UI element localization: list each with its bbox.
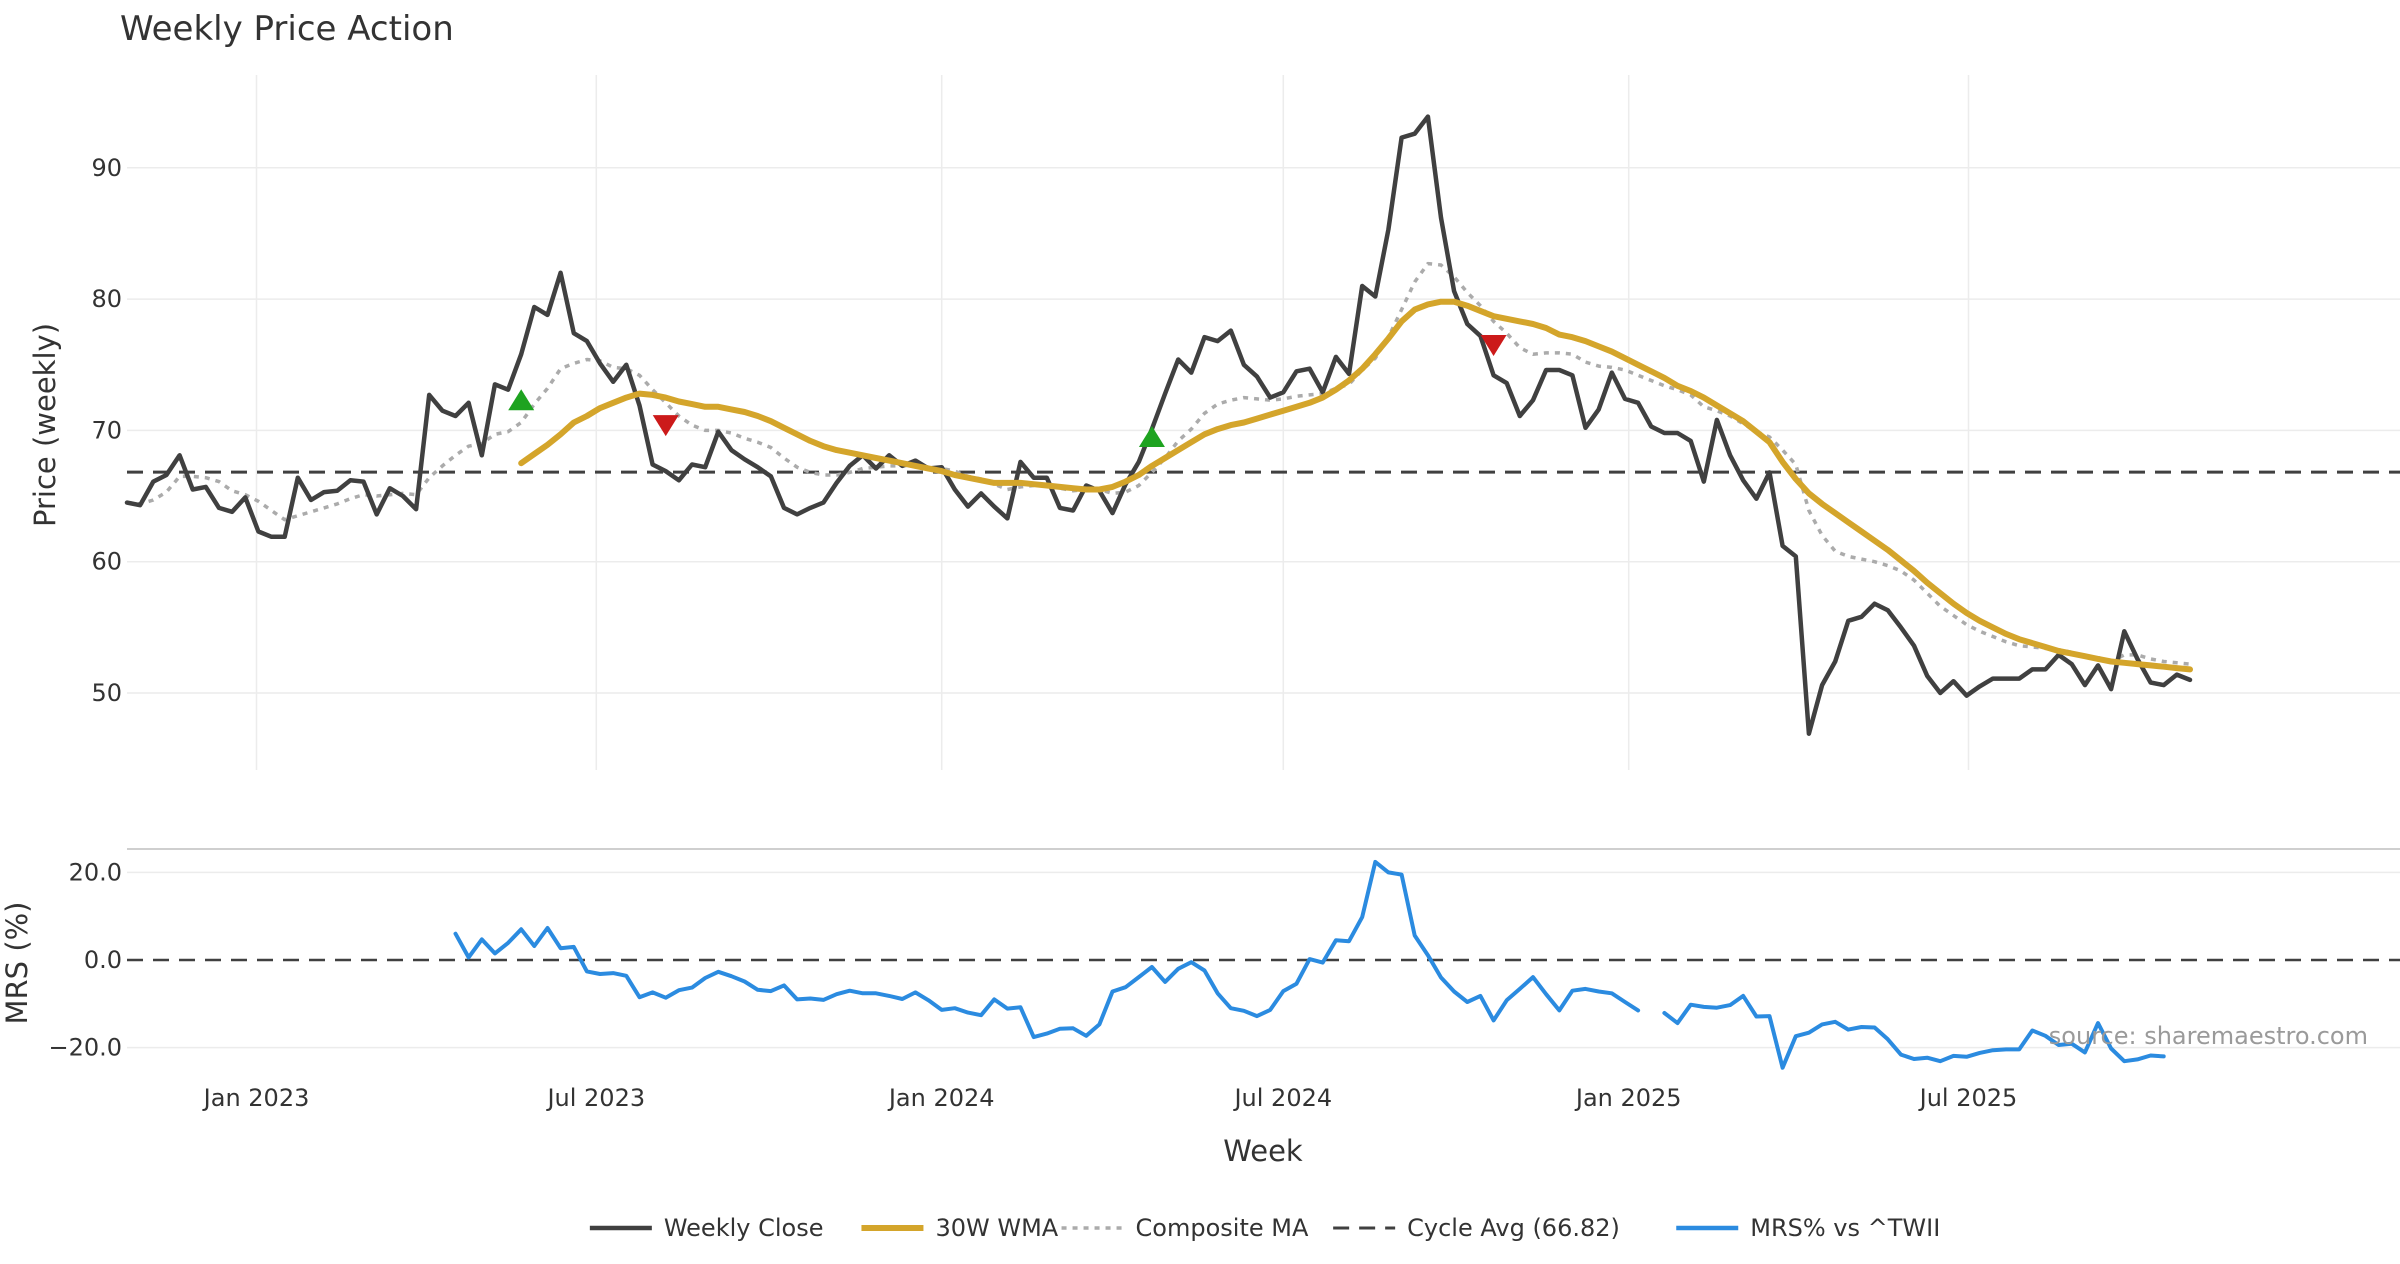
x-axis-title: Week	[1223, 1134, 1303, 1168]
signal-markers	[508, 335, 1507, 447]
series-mrs-vs-twii	[453, 859, 2166, 1070]
price-y-tick-label: 70	[91, 416, 122, 444]
legend-item: Weekly Close	[589, 1214, 824, 1242]
price-y-tick-label: 50	[91, 679, 122, 707]
legend-label: Cycle Avg (66.82)	[1407, 1214, 1620, 1242]
mrs-y-tick-label: 20.0	[69, 858, 122, 886]
x-tick-label: Jul 2023	[545, 1084, 645, 1112]
series-composite-ma	[126, 261, 2191, 666]
legend: Weekly Close 30W WMA Composite MA Cycle Avg…	[589, 1214, 1940, 1242]
axis-layer: 50 60 70 80 90 −20.0 0.0 20.0 Jan 2023 Jul 2023 Ja…	[48, 154, 2017, 1112]
reference-lines	[127, 470, 2400, 962]
mrs-y-tick-label: −20.0	[48, 1034, 122, 1062]
legend-label: Composite MA	[1136, 1214, 1309, 1242]
series-30w-wma	[518, 298, 2193, 673]
legend-label: MRS% vs ^TWII	[1750, 1214, 1940, 1242]
mrs-axis-title: MRS (%)	[0, 902, 34, 1025]
x-tick-label: Jul 2024	[1232, 1084, 1332, 1112]
sell-signal-marker-1	[652, 415, 679, 437]
chart-title: Weekly Price Action	[120, 9, 454, 49]
buy-signal-marker-0	[508, 389, 535, 411]
legend-label: 30W WMA	[935, 1214, 1058, 1242]
price-y-tick-label: 60	[91, 548, 122, 576]
price-y-tick-label: 90	[91, 154, 122, 182]
price-axis-title: Price (weekly)	[28, 323, 62, 527]
legend-item: Cycle Avg (66.82)	[1333, 1214, 1620, 1242]
x-tick-label: Jul 2025	[1918, 1084, 2018, 1112]
series-weekly-close	[124, 114, 2193, 736]
legend-item: Composite MA	[1061, 1214, 1309, 1242]
legend-item: MRS% vs ^TWII	[1676, 1214, 1940, 1242]
x-tick-label: Jan 2024	[887, 1084, 995, 1112]
price-y-tick-label: 80	[91, 285, 122, 313]
x-tick-label: Jan 2025	[1574, 1084, 1682, 1112]
source-annotation: source: sharemaestro.com	[2049, 1022, 2368, 1050]
legend-label: Weekly Close	[664, 1214, 824, 1242]
series-layer	[124, 114, 2193, 1070]
buy-signal-marker-2	[1138, 425, 1165, 447]
sell-signal-marker-3	[1480, 335, 1507, 357]
x-tick-label: Jan 2023	[202, 1084, 310, 1112]
mrs-y-tick-label: 0.0	[84, 946, 122, 974]
legend-item: 30W WMA	[861, 1214, 1059, 1242]
grid-layer	[127, 75, 2400, 1049]
